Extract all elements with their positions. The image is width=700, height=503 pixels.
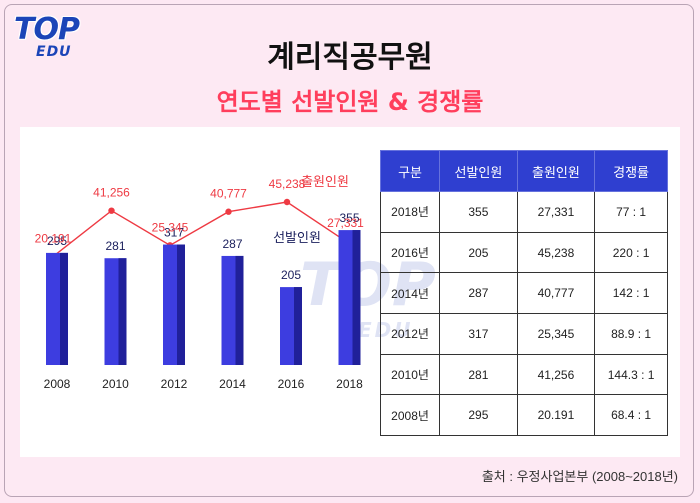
cell-year: 2018년: [379, 191, 441, 233]
line-point: [225, 208, 232, 215]
cell-year: 2014년: [379, 272, 441, 315]
x-tick-label: 2010: [102, 377, 129, 391]
bar-value-label: 281: [105, 239, 125, 253]
header-category: 구분: [379, 150, 441, 192]
cell-ratio: 77 : 1: [594, 191, 668, 233]
cell-applicants: 45,238: [516, 231, 596, 274]
line-value-label: 27,331: [327, 216, 364, 230]
x-tick-label: 2016: [278, 377, 305, 391]
cell-selected: 287: [439, 272, 518, 315]
bar-shade: [177, 244, 185, 365]
cell-year: 2010년: [379, 353, 441, 396]
cell-applicants: 40,777: [516, 272, 596, 315]
x-tick-label: 2012: [161, 377, 188, 391]
cell-applicants: 25,345: [516, 313, 596, 355]
line-value-label: 41,256: [93, 186, 130, 200]
table-row: 2010년 281 41,256 144.3 : 1: [379, 353, 668, 396]
line-series-label: 출원인원: [301, 175, 349, 190]
bar-shade: [60, 252, 68, 365]
cell-ratio: 142 : 1: [594, 272, 668, 315]
table-row: 2014년 287 40,777 142 : 1: [379, 272, 668, 315]
cell-selected: 355: [439, 191, 518, 233]
bar-shade: [118, 258, 127, 365]
bar-value-label: 317: [164, 226, 184, 240]
cell-selected: 281: [439, 353, 518, 396]
bar-shade: [352, 230, 361, 365]
table-header-row: 구분 선발인원 출원인원 경쟁률: [379, 150, 668, 192]
logo-edu-text: EDU: [36, 44, 72, 60]
line-value-label: 25,345: [152, 220, 189, 234]
cell-applicants: 20.191: [516, 394, 596, 437]
logo-top-text: TOP: [14, 12, 80, 47]
bar-series-label: 선발인원: [273, 231, 321, 246]
data-table: 구분 선발인원 출원인원 경쟁률 2018년 355 27,331 77 : 1…: [379, 150, 668, 437]
cell-ratio: 144.3 : 1: [594, 353, 668, 396]
header-selected: 선발인원: [439, 150, 518, 192]
cell-ratio: 68.4 : 1: [594, 394, 668, 437]
x-tick-label: 2008: [44, 377, 71, 391]
cell-year: 2008년: [379, 394, 441, 437]
cell-ratio: 88.9 : 1: [594, 313, 668, 355]
labels-layer: 295 2008 281 2010 317 2012 287 2014 205 2016 355 20…: [35, 175, 365, 391]
line-value-label: 40,777: [210, 187, 247, 201]
table-row: 2018년 355 27,331 77 : 1: [379, 191, 668, 233]
cell-selected: 295: [439, 394, 518, 437]
x-tick-label: 2018: [336, 377, 363, 391]
top-edu-logo: TOP EDU: [14, 10, 96, 62]
bar-value-label: 355: [339, 211, 359, 225]
bar-value-label: 295: [47, 234, 67, 248]
cell-selected: 205: [439, 231, 518, 274]
cell-ratio: 220 : 1: [594, 231, 668, 274]
applicants-line: [52, 201, 346, 258]
line-value-label: 45,238: [269, 177, 306, 191]
table-row: 2016년 205 45,238 220 : 1: [379, 231, 668, 274]
page-subtitle: 연도별 선발인원 & 경쟁률: [216, 88, 484, 116]
source-note: 출처 : 우정사업본부 (2008~2018년): [481, 469, 678, 484]
bar-shade: [294, 287, 302, 365]
x-tick-label: 2014: [219, 377, 246, 391]
header-ratio: 경쟁률: [594, 150, 668, 192]
cell-selected: 317: [439, 313, 518, 355]
line-point: [283, 198, 291, 206]
cell-year: 2012년: [379, 313, 441, 355]
cell-applicants: 27,331: [516, 191, 596, 233]
table-row: 2008년 295 20.191 68.4 : 1: [379, 394, 668, 437]
table-row: 2012년 317 25,345 88.9 : 1: [379, 313, 668, 355]
cell-applicants: 41,256: [516, 353, 596, 396]
cell-year: 2016년: [379, 231, 441, 274]
bar-shade: [235, 255, 244, 365]
bar-value-label: 205: [281, 268, 301, 282]
applicants-line-layer: [49, 198, 349, 260]
bar-value-label: 287: [222, 237, 242, 251]
header-applicants: 출원인원: [516, 150, 596, 192]
bars-layer: [46, 230, 361, 365]
page-title: 계리직공무원: [267, 40, 433, 75]
line-value-label: 20,191: [35, 232, 72, 246]
line-point: [108, 207, 115, 214]
recruitment-chart: 295 2008 281 2010 317 2012 287 2014 205 2016 355 20…: [35, 175, 365, 391]
